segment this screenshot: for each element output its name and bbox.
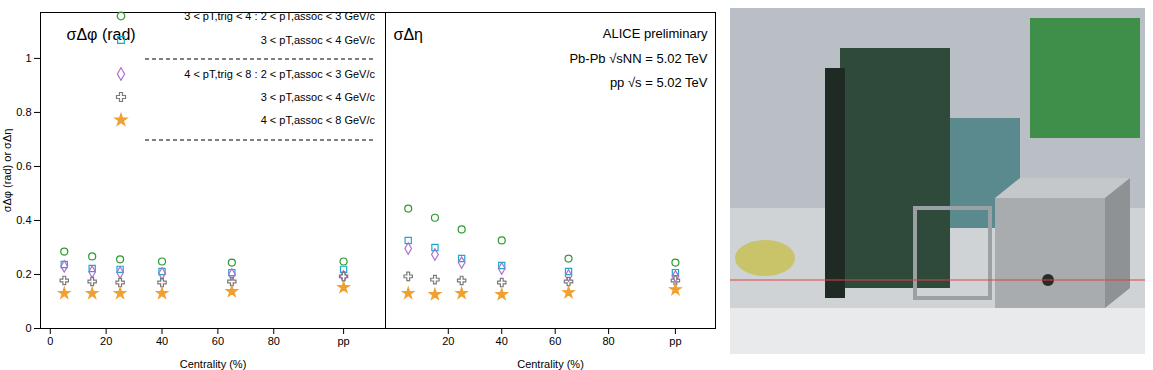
svg-text:3 < pT,trig < 4 : 2 < pT,assoc: 3 < pT,trig < 4 : 2 < pT,assoc < 3 GeV/c [184,10,375,22]
svg-text:40: 40 [496,335,508,347]
svg-text:20: 20 [100,335,112,347]
svg-text:Centrality (%): Centrality (%) [180,358,247,370]
svg-text:0.8: 0.8 [16,106,31,118]
svg-text:0.6: 0.6 [16,160,31,172]
svg-text:40: 40 [156,335,168,347]
svg-text:4 < pT,trig < 8 : 2 < pT,assoc: 4 < pT,trig < 8 : 2 < pT,assoc < 3 GeV/c [184,68,375,80]
svg-text:0: 0 [47,335,53,347]
svg-text:3 < pT,assoc < 4 GeV/c: 3 < pT,assoc < 4 GeV/c [261,34,376,46]
svg-text:1: 1 [25,52,31,64]
svg-text:60: 60 [549,335,561,347]
svg-text:4 < pT,assoc < 8 GeV/c: 4 < pT,assoc < 8 GeV/c [261,114,376,126]
svg-text:σΔη: σΔη [394,26,423,43]
svg-text:0: 0 [25,322,31,334]
svg-text:0.2: 0.2 [16,268,31,280]
svg-text:80: 80 [602,335,614,347]
svg-text:Centrality (%): Centrality (%) [517,358,584,370]
svg-text:σΔφ (rad): σΔφ (rad) [67,26,136,43]
svg-text:60: 60 [212,335,224,347]
svg-text:0.4: 0.4 [16,214,31,226]
svg-text:3 < pT,assoc < 4 GeV/c: 3 < pT,assoc < 4 GeV/c [261,91,376,103]
svg-text:pp: pp [669,335,681,347]
svg-text:pp: pp [337,335,349,347]
svg-text:80: 80 [268,335,280,347]
svg-text:σΔφ (rad) or σΔη: σΔφ (rad) or σΔη [1,129,13,213]
svg-text:ALICE preliminaryPb-Pb √sNN =: ALICE preliminaryPb-Pb √sNN = 5.02 TeVpp… [569,26,708,90]
svg-text:20: 20 [442,335,454,347]
